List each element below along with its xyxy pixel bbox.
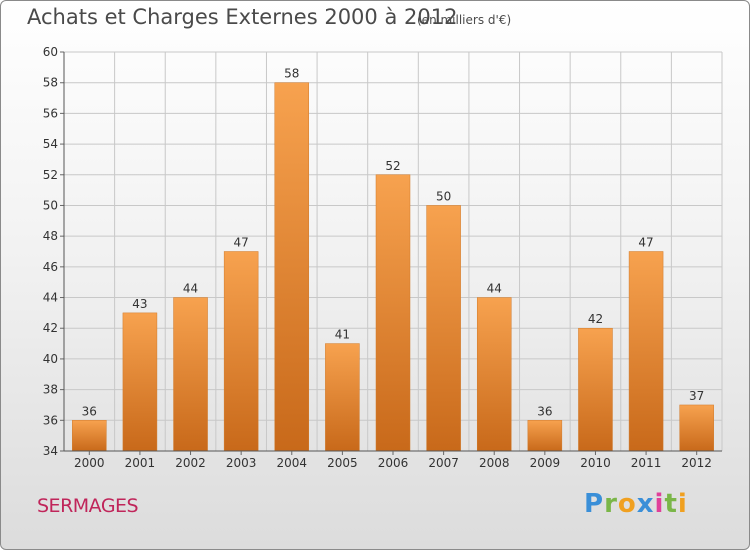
- y-tick-label: 44: [43, 291, 58, 305]
- x-tick-label: 2003: [226, 456, 257, 470]
- x-tick-label: 2005: [327, 456, 358, 470]
- bars: 36 43 44 47 58 41 52 50 44 36 42 47 37: [72, 67, 714, 452]
- x-tick-label: 2012: [681, 456, 712, 470]
- bar-2004: [274, 82, 310, 452]
- chart-title: Achats et Charges Externes 2000 à 2012: [27, 5, 458, 29]
- bar-2011: [628, 251, 664, 452]
- data-label: 41: [335, 328, 350, 342]
- data-label: 43: [132, 297, 147, 311]
- bar-2006: [375, 174, 411, 452]
- x-tick-label: 2001: [125, 456, 156, 470]
- y-tick-label: 48: [43, 229, 58, 243]
- town-name: SERMAGES: [37, 495, 139, 517]
- x-tick-label: 2007: [428, 456, 459, 470]
- y-tick-label: 60: [43, 45, 58, 59]
- data-label: 44: [183, 282, 198, 296]
- data-label: 52: [385, 159, 400, 173]
- bar-2010: [578, 327, 613, 452]
- bar-2000: [72, 420, 107, 452]
- x-tick-label: 2010: [580, 456, 611, 470]
- x-tick-label: 2008: [479, 456, 510, 470]
- y-tick-label: 56: [43, 106, 58, 120]
- data-label: 36: [537, 404, 552, 418]
- bar-2008: [476, 297, 512, 452]
- y-tick-label: 34: [43, 444, 58, 458]
- proxiti-logo[interactable]: Proxiti: [584, 489, 688, 519]
- data-label: 36: [82, 404, 97, 418]
- chart-subtitle: (en milliers d'€): [417, 13, 512, 27]
- y-tick-label: 38: [43, 383, 58, 397]
- x-tick-label: 2000: [74, 456, 105, 470]
- y-tick-label: 42: [43, 321, 58, 335]
- x-tick-label: 2004: [276, 456, 307, 470]
- data-label: 44: [487, 282, 502, 296]
- bar-2012: [679, 404, 714, 452]
- data-label: 47: [234, 236, 249, 250]
- y-tick-label: 40: [43, 352, 58, 366]
- bar-2005: [325, 343, 360, 452]
- data-label: 42: [588, 312, 603, 326]
- data-label: 37: [689, 389, 704, 403]
- y-tick-label: 50: [43, 198, 58, 212]
- data-label: 58: [284, 67, 299, 81]
- data-label: 47: [638, 236, 653, 250]
- y-tick-label: 36: [43, 413, 58, 427]
- bar-2007: [426, 205, 461, 452]
- bar-2002: [173, 297, 208, 452]
- x-tick-label: 2006: [378, 456, 409, 470]
- y-tick-label: 58: [43, 76, 58, 90]
- bar-2001: [122, 312, 158, 452]
- axes: 34 36 38 40 42 44 46 48 50 52 54 56 58 60 2000 2001 2002…: [43, 45, 722, 470]
- y-tick-label: 46: [43, 260, 58, 274]
- y-tick-label: 54: [43, 137, 58, 151]
- bar-2003: [223, 251, 259, 452]
- data-label: 50: [436, 189, 451, 203]
- bar-2009: [527, 420, 563, 452]
- x-tick-label: 2009: [530, 456, 561, 470]
- x-tick-label: 2002: [175, 456, 206, 470]
- x-tick-label: 2011: [631, 456, 662, 470]
- y-tick-label: 52: [43, 168, 58, 182]
